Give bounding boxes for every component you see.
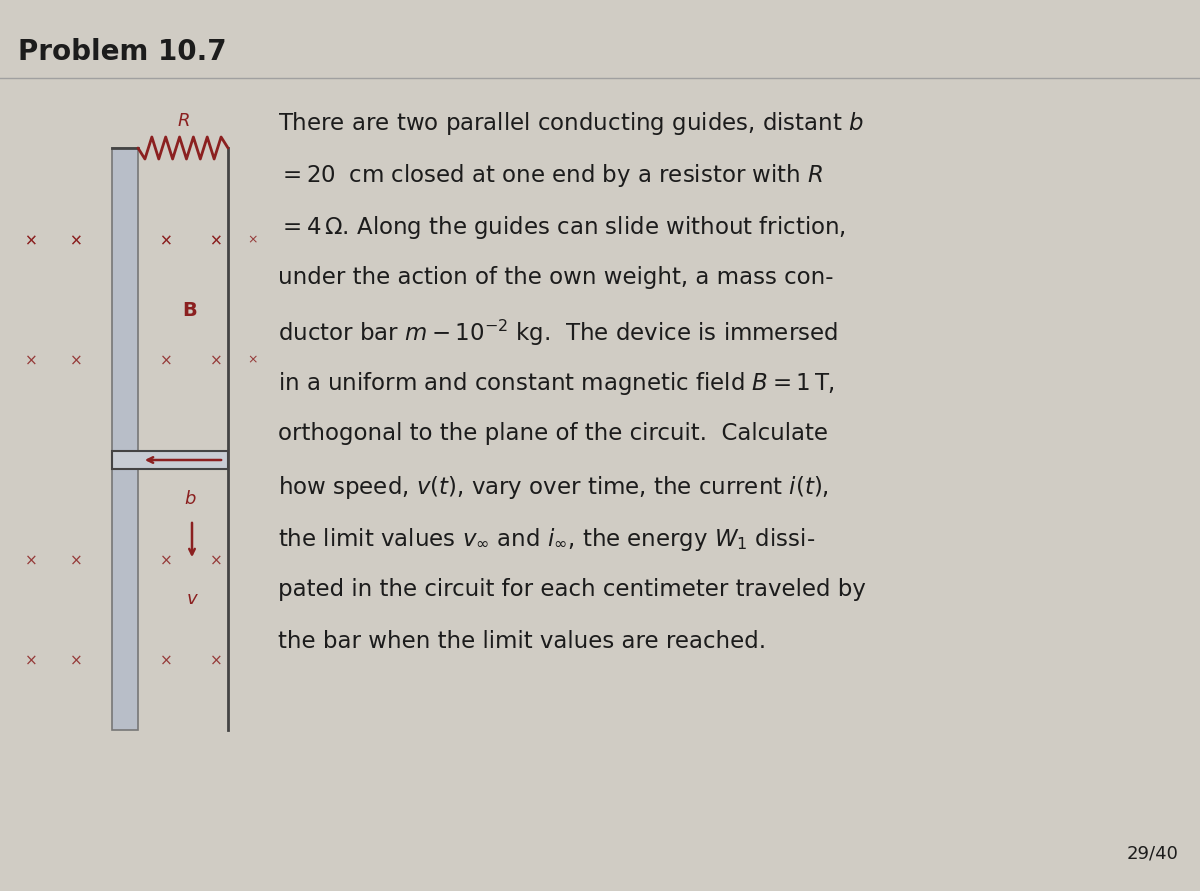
Text: the bar when the limit values are reached.: the bar when the limit values are reache… (278, 630, 766, 653)
Text: $\times$: $\times$ (24, 353, 36, 367)
Text: $v$: $v$ (186, 590, 198, 608)
Text: 29/40: 29/40 (1126, 844, 1178, 862)
Text: $\times$: $\times$ (209, 233, 221, 248)
Text: $\times$: $\times$ (209, 353, 221, 367)
Text: $R$: $R$ (176, 112, 190, 130)
Text: $\times$: $\times$ (209, 233, 221, 248)
Text: orthogonal to the plane of the circuit.  Calculate: orthogonal to the plane of the circuit. … (278, 422, 828, 445)
Text: $\mathbf{B}$: $\mathbf{B}$ (182, 300, 198, 320)
Text: $\times$: $\times$ (158, 552, 172, 568)
Text: Problem 10.7: Problem 10.7 (18, 38, 227, 66)
Text: $\times$: $\times$ (158, 233, 172, 248)
Text: $\times$: $\times$ (68, 233, 82, 248)
Text: the limit values $v_{\infty}$ and $i_{\infty}$, the energy $W_1$ dissi-: the limit values $v_{\infty}$ and $i_{\i… (278, 526, 815, 553)
Text: $= 4\,\Omega$. Along the guides can slide without friction,: $= 4\,\Omega$. Along the guides can slid… (278, 214, 846, 241)
Text: $\times$: $\times$ (247, 354, 257, 366)
Text: how speed, $v(t)$, vary over time, the current $i(t)$,: how speed, $v(t)$, vary over time, the c… (278, 474, 829, 501)
Text: pated in the circuit for each centimeter traveled by: pated in the circuit for each centimeter… (278, 578, 866, 601)
Bar (112, 148, 138, 730)
Text: $\times$: $\times$ (24, 552, 36, 568)
Text: $\times$: $\times$ (24, 233, 36, 248)
Text: $\times$: $\times$ (68, 552, 82, 568)
Text: under the action of the own weight, a mass con-: under the action of the own weight, a ma… (278, 266, 834, 289)
Text: $\times$: $\times$ (158, 233, 172, 248)
Text: $\times$: $\times$ (68, 652, 82, 667)
Bar (112, 451, 228, 469)
Text: $b$: $b$ (184, 490, 197, 508)
Text: $\times$: $\times$ (209, 552, 221, 568)
Text: $\times$: $\times$ (158, 353, 172, 367)
Text: $\times$: $\times$ (209, 652, 221, 667)
Text: $\times$: $\times$ (158, 652, 172, 667)
Text: $\times$: $\times$ (68, 233, 82, 248)
Text: in a uniform and constant magnetic field $B = 1\,\mathrm{T}$,: in a uniform and constant magnetic field… (278, 370, 835, 397)
Text: $= 20\;$ cm closed at one end by a resistor with $R$: $= 20\;$ cm closed at one end by a resis… (278, 162, 823, 189)
Text: There are two parallel conducting guides, distant $b$: There are two parallel conducting guides… (278, 110, 864, 137)
Text: $\times$: $\times$ (68, 353, 82, 367)
Text: $\times$: $\times$ (247, 233, 257, 247)
Text: $\times$: $\times$ (24, 233, 36, 248)
Text: ductor bar $m - 10^{-2}$ kg.  The device is immersed: ductor bar $m - 10^{-2}$ kg. The device … (278, 318, 838, 348)
Text: $\times$: $\times$ (24, 652, 36, 667)
